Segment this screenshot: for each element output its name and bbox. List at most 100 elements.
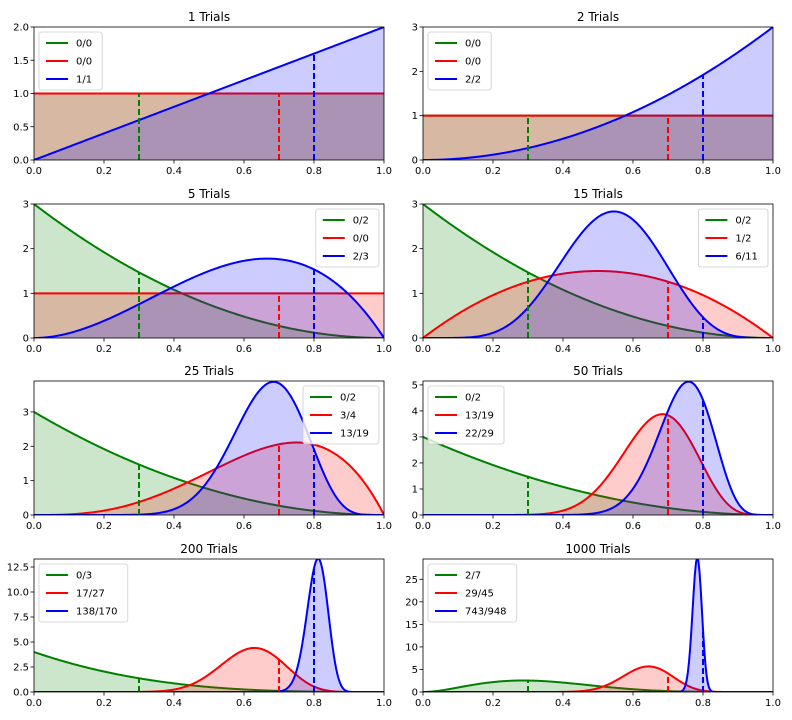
x-tick-label: 1.0 [376, 698, 392, 709]
series-fill-0 [34, 93, 384, 160]
y-tick-label: 1.5 [13, 56, 29, 67]
legend-box [427, 385, 505, 445]
y-tick-label: 1 [412, 484, 418, 495]
y-tick-label: 1.0 [13, 89, 29, 100]
y-tick-label: 3 [23, 407, 29, 418]
legend: 0/3 17/27 138/170 [38, 563, 129, 623]
subplot-15-trials: 15 Trials 0.0 0.2 0.4 0.6 0.8 1.0 0 1 2 3 0/2 1/2 6/1… [412, 187, 781, 355]
x-tick-label: 0.8 [306, 166, 322, 177]
x-tick-label: 0.0 [26, 344, 42, 355]
series-line-1 [34, 441, 384, 515]
legend-label: 0/0 [465, 39, 481, 50]
subplot-1000-trials: 1000 Trials 0.0 0.2 0.4 0.6 0.8 1.0 0 5 10 15 20 25 2… [405, 542, 781, 709]
legend: 0/0 0/0 2/2 [427, 31, 492, 91]
y-tick-label: 1 [412, 289, 418, 300]
y-tick-label: 0.0 [13, 156, 29, 167]
subplot-2-trials: 2 Trials 0.0 0.2 0.4 0.6 0.8 1.0 0 1 2 3 0/0 0/0 2/2 [412, 10, 781, 177]
axes-frame [422, 26, 774, 161]
series-fill-0 [423, 204, 773, 338]
legend-label: 138/170 [76, 607, 118, 618]
x-tick-label: 0.8 [695, 166, 711, 177]
series-line-2 [423, 27, 773, 160]
subplot-title: 200 Trials [180, 542, 238, 556]
axes-frame [33, 380, 385, 516]
axes-frame [422, 203, 774, 339]
legend-label: 0/2 [353, 216, 369, 227]
legend: 0/2 0/0 2/3 [315, 208, 380, 268]
y-tick-label: 2 [412, 244, 418, 255]
y-tick-label: 2 [23, 442, 29, 453]
y-tick-label: 2 [412, 67, 418, 78]
series-line-0 [34, 411, 384, 515]
series-line-1 [34, 646, 384, 692]
series-fill-0 [34, 652, 384, 692]
legend-label: 0/0 [76, 39, 92, 50]
plot-area [34, 381, 384, 515]
series-line-2 [34, 381, 384, 515]
x-tick-label: 0.2 [96, 344, 112, 355]
y-tick-label: 5.0 [13, 638, 29, 649]
x-tick-label: 0.2 [96, 166, 112, 177]
legend-box [302, 385, 380, 445]
legend-label: 0/2 [735, 216, 751, 227]
legend-box [427, 31, 492, 91]
legend-box [315, 208, 380, 268]
legend-label: 2/2 [465, 75, 481, 86]
series-line-2 [423, 210, 773, 338]
series-line-0 [423, 204, 773, 338]
legend-label: 0/0 [353, 234, 369, 245]
legend-label: 0/0 [76, 57, 92, 68]
legend-label: 2/3 [353, 252, 369, 263]
x-tick-label: 1.0 [376, 521, 392, 532]
legend-label: 0/0 [465, 57, 481, 68]
y-tick-label: 3 [412, 23, 418, 34]
legend-label: 29/45 [465, 589, 494, 600]
legend-label: 22/29 [465, 429, 494, 440]
x-tick-label: 0.4 [555, 521, 571, 532]
y-tick-label: 2.0 [13, 23, 29, 34]
y-tick-label: 25 [405, 575, 418, 586]
plot-area [34, 204, 384, 338]
legend: 0/2 1/2 6/11 [698, 208, 769, 268]
subplot-200-trials: 200 Trials 0.0 0.2 0.4 0.6 0.8 1.0 0.0 2.5 5.0 7.5… [7, 542, 392, 709]
subplot-title: 25 Trials [184, 364, 234, 378]
series-fill-1 [423, 414, 773, 515]
legend-box [38, 31, 103, 91]
legend-label: 0/2 [465, 393, 481, 404]
legend-box [698, 208, 769, 268]
x-tick-label: 0.0 [26, 521, 42, 532]
x-tick-label: 1.0 [376, 344, 392, 355]
y-tick-label: 0.5 [13, 122, 29, 133]
x-tick-label: 1.0 [765, 698, 781, 709]
x-tick-label: 0.4 [166, 698, 182, 709]
y-tick-label: 10.0 [7, 588, 29, 599]
x-tick-label: 0.2 [485, 344, 501, 355]
subplot-title: 5 Trials [188, 187, 230, 201]
subplot-title: 15 Trials [573, 187, 623, 201]
x-tick-label: 0.2 [96, 521, 112, 532]
x-tick-label: 1.0 [765, 344, 781, 355]
y-tick-label: 12.5 [7, 563, 29, 574]
series-fill-1 [423, 115, 773, 160]
x-tick-label: 0.4 [166, 521, 182, 532]
legend: 0/2 13/19 22/29 [427, 385, 505, 445]
y-tick-label: 1 [412, 111, 418, 122]
legend-label: 743/948 [465, 607, 507, 618]
series-fill-0 [423, 115, 773, 160]
subplot-25-trials: 25 Trials 0.0 0.2 0.4 0.6 0.8 1.0 0 1 2 3 0/2 3/4 13/… [23, 364, 392, 532]
x-tick-label: 0.0 [415, 521, 431, 532]
x-tick-label: 0.6 [625, 166, 641, 177]
series-fill-0 [34, 411, 384, 515]
y-tick-label: 0.0 [13, 688, 29, 699]
legend-label: 13/19 [465, 411, 494, 422]
y-tick-label: 0 [23, 511, 29, 522]
x-tick-label: 1.0 [376, 166, 392, 177]
y-tick-label: 2.5 [13, 663, 29, 674]
series-fill-2 [34, 381, 384, 515]
y-tick-label: 0 [412, 334, 418, 345]
legend-label: 0/2 [340, 393, 356, 404]
x-tick-label: 0.6 [625, 521, 641, 532]
x-tick-label: 0.8 [695, 698, 711, 709]
series-fill-2 [423, 27, 773, 160]
